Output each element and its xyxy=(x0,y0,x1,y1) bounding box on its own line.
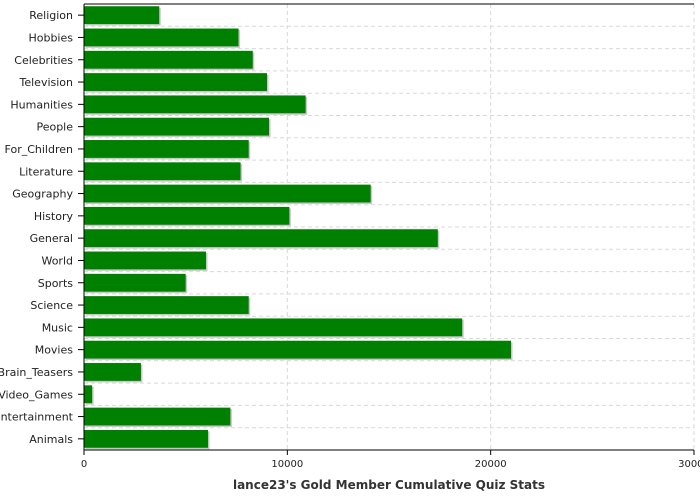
x-tick-label-10000: 10000 xyxy=(271,459,303,470)
x-axis-title: lance23's Gold Member Cumulative Quiz St… xyxy=(233,478,545,492)
bar-Music xyxy=(84,318,463,337)
bar-Entertainment xyxy=(84,407,231,426)
category-label-Religion: Religion xyxy=(29,9,73,22)
bar-People xyxy=(84,117,270,136)
x-tick-label-30000: 30000 xyxy=(678,459,700,470)
bar-Geography xyxy=(84,184,371,203)
category-label-Animals: Animals xyxy=(29,433,73,446)
category-label-Movies: Movies xyxy=(35,344,74,357)
category-label-Science: Science xyxy=(30,299,73,312)
category-label-History: History xyxy=(34,210,74,223)
axes-layer xyxy=(78,3,695,455)
bar-Celebrities xyxy=(84,50,253,69)
category-label-General: General xyxy=(30,232,73,245)
x-tick-label-20000: 20000 xyxy=(475,459,507,470)
bar-Science xyxy=(84,296,249,314)
category-label-Music: Music xyxy=(42,321,73,334)
bar-General xyxy=(84,229,438,248)
bar-Movies xyxy=(84,340,511,359)
bar-Brain_Teasers xyxy=(84,363,141,381)
category-label-For_Children: For_Children xyxy=(5,143,73,156)
bar-Religion xyxy=(84,6,160,25)
category-label-Video_Games: Video_Games xyxy=(0,388,73,401)
bar-Television xyxy=(84,73,267,91)
bar-Sports xyxy=(84,273,186,292)
bar-Animals xyxy=(84,429,209,448)
x-tick-label-0: 0 xyxy=(81,459,87,470)
labels-layer: Religion Hobbies Celebrities Television Huma… xyxy=(0,9,700,470)
bar-Literature xyxy=(84,162,241,181)
category-label-People: People xyxy=(36,121,73,134)
category-label-Brain_Teasers: Brain_Teasers xyxy=(0,366,73,379)
category-label-Literature: Literature xyxy=(19,165,73,178)
category-label-Celebrities: Celebrities xyxy=(14,54,73,67)
category-label-World: World xyxy=(41,254,73,267)
grid-layer xyxy=(84,4,695,450)
bar-Hobbies xyxy=(84,28,239,47)
bar-For_Children xyxy=(84,140,249,158)
bars-layer xyxy=(84,6,513,450)
category-label-Television: Television xyxy=(19,76,74,89)
category-label-Sports: Sports xyxy=(38,277,74,290)
category-label-Humanities: Humanities xyxy=(10,98,73,111)
bar-History xyxy=(84,206,290,225)
category-label-Hobbies: Hobbies xyxy=(28,31,73,44)
category-label-Geography: Geography xyxy=(12,188,73,201)
bar-World xyxy=(84,251,206,270)
category-label-Entertainment: Entertainment xyxy=(0,411,74,424)
bar-Video_Games xyxy=(84,385,93,404)
bar-Humanities xyxy=(84,95,306,114)
